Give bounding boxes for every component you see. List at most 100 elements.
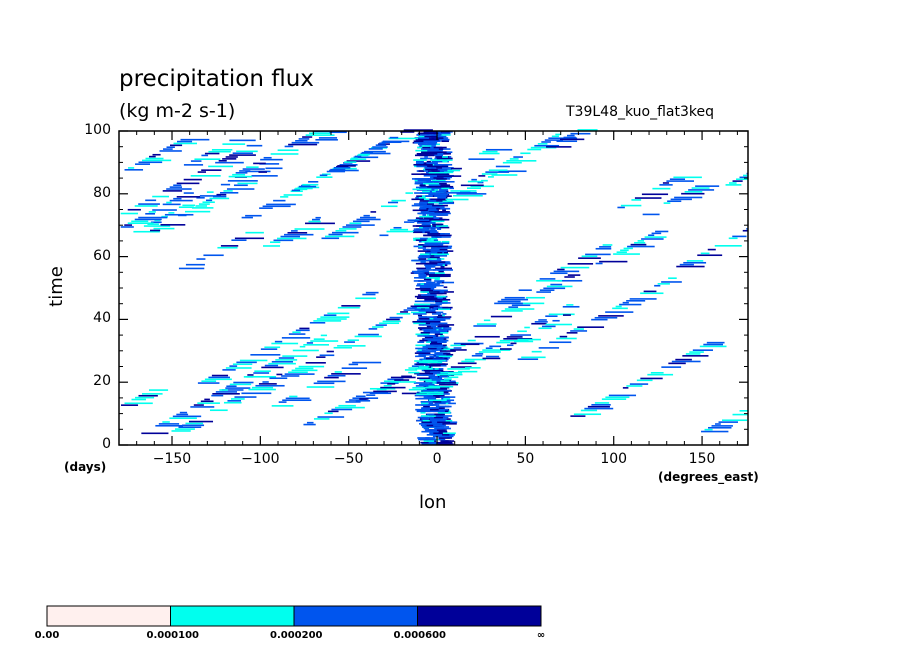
field-cell: [260, 348, 278, 350]
field-cell: [121, 404, 139, 406]
field-cell: [173, 197, 182, 200]
field-cell: [428, 375, 438, 378]
field-cell: [440, 184, 451, 186]
field-cell: [431, 353, 447, 356]
field-cell: [435, 324, 455, 326]
field-cell: [688, 189, 715, 191]
field-cell: [352, 361, 382, 364]
field-cell: [169, 199, 193, 202]
field-cell: [176, 182, 200, 185]
field-cell: [423, 217, 443, 219]
field-cell: [478, 351, 501, 353]
field-cell: [301, 184, 311, 187]
field-cell: [701, 430, 729, 433]
field-cell: [375, 144, 387, 146]
field-cell: [239, 170, 251, 172]
field-cell: [556, 337, 577, 340]
field-cell: [229, 139, 256, 142]
field-cell: [211, 148, 233, 151]
x-tick-label: −100: [241, 451, 280, 467]
field-cell: [327, 374, 346, 377]
field-cell: [421, 148, 439, 150]
field-cell: [669, 178, 686, 181]
field-cell: [341, 367, 368, 369]
field-cell: [438, 269, 445, 271]
field-cell: [386, 230, 414, 233]
field-cell: [222, 369, 236, 371]
field-cell: [425, 195, 441, 197]
field-cell: [552, 319, 560, 322]
field-cell: [356, 218, 381, 221]
field-cell: [538, 327, 552, 330]
field-cell: [422, 419, 430, 422]
field-cell: [219, 389, 228, 391]
field-cell: [281, 375, 300, 377]
field-cell: [420, 350, 437, 353]
field-cell: [368, 148, 383, 150]
field-cell: [437, 192, 447, 194]
field-cell: [415, 288, 431, 290]
field-cell: [370, 211, 377, 213]
field-cell: [369, 392, 392, 395]
field-cell: [436, 157, 453, 160]
field-cell: [303, 344, 330, 346]
field-cell: [258, 171, 267, 173]
field-cell: [488, 169, 508, 172]
field-cell: [620, 204, 642, 207]
field-cell: [441, 240, 450, 243]
field-cell: [482, 349, 511, 351]
field-cell: [247, 374, 254, 376]
field-cell: [429, 330, 448, 332]
field-cell: [425, 396, 441, 398]
field-cell: [142, 159, 172, 162]
field-cell: [506, 160, 537, 162]
field-cell: [467, 339, 476, 342]
field-cell: [135, 396, 155, 399]
field-cell: [482, 150, 498, 153]
field-cell: [612, 307, 628, 310]
field-cell: [416, 306, 437, 309]
field-cell: [430, 250, 448, 252]
field-cell: [425, 267, 432, 270]
field-cell: [485, 148, 513, 151]
field-cell: [418, 196, 425, 199]
field-cell: [411, 204, 430, 207]
field-cell: [428, 141, 438, 144]
field-cell: [275, 359, 298, 361]
field-cell: [170, 144, 183, 147]
field-cell: [563, 136, 576, 139]
field-cell: [420, 283, 425, 285]
field-cell: [288, 371, 308, 374]
field-cell: [176, 196, 201, 198]
field-cell: [510, 342, 517, 345]
field-cell: [208, 165, 234, 168]
field-cell: [437, 393, 450, 395]
field-cell: [211, 394, 224, 397]
field-cell: [378, 143, 390, 145]
field-cell: [450, 366, 472, 368]
field-cell: [436, 355, 453, 358]
field-cell: [401, 392, 427, 395]
field-cell: [415, 367, 433, 370]
field-cell: [313, 382, 335, 385]
field-cell: [531, 322, 547, 325]
field-cell: [436, 178, 447, 180]
field-cell: [424, 319, 438, 321]
field-cell: [598, 315, 624, 317]
field-cell: [414, 181, 429, 183]
field-cell: [310, 340, 339, 342]
field-cell: [124, 402, 153, 405]
field-cell: [215, 391, 238, 393]
field-cell: [443, 286, 448, 289]
field-cell: [270, 241, 281, 244]
field-cell: [725, 184, 742, 186]
field-cell: [179, 411, 188, 414]
field-cell: [422, 283, 440, 285]
field-cell: [322, 173, 331, 176]
field-cell: [440, 335, 445, 337]
field-cell: [573, 413, 602, 416]
y-tick-label: 40: [93, 310, 111, 327]
field-cell: [458, 370, 478, 373]
field-cell: [245, 170, 271, 173]
field-cell: [425, 311, 437, 314]
